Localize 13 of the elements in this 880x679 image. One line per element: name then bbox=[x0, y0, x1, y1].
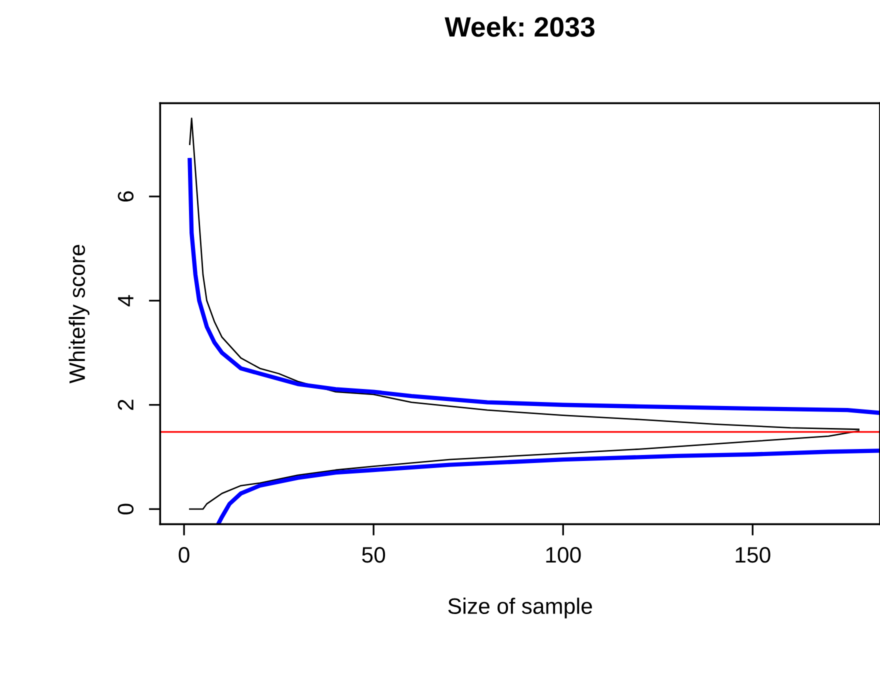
x-tick-label: 150 bbox=[736, 546, 770, 563]
y-axis-title: Whitefly score bbox=[68, 244, 90, 384]
line-series bbox=[188, 158, 880, 415]
x-tick-label: 0 bbox=[178, 546, 190, 563]
chart-title: Week: 2033 bbox=[444, 16, 594, 37]
y-tick-label: 4 bbox=[118, 295, 134, 306]
y-tick-label: 2 bbox=[118, 400, 134, 410]
x-axis-title: Size of sample bbox=[448, 598, 592, 618]
line-series bbox=[216, 448, 880, 524]
y-tick-label: 0 bbox=[118, 504, 134, 514]
y-tick-label: 6 bbox=[118, 191, 134, 202]
x-tick-label: 100 bbox=[546, 546, 581, 563]
x-tick-label: 50 bbox=[362, 546, 386, 563]
